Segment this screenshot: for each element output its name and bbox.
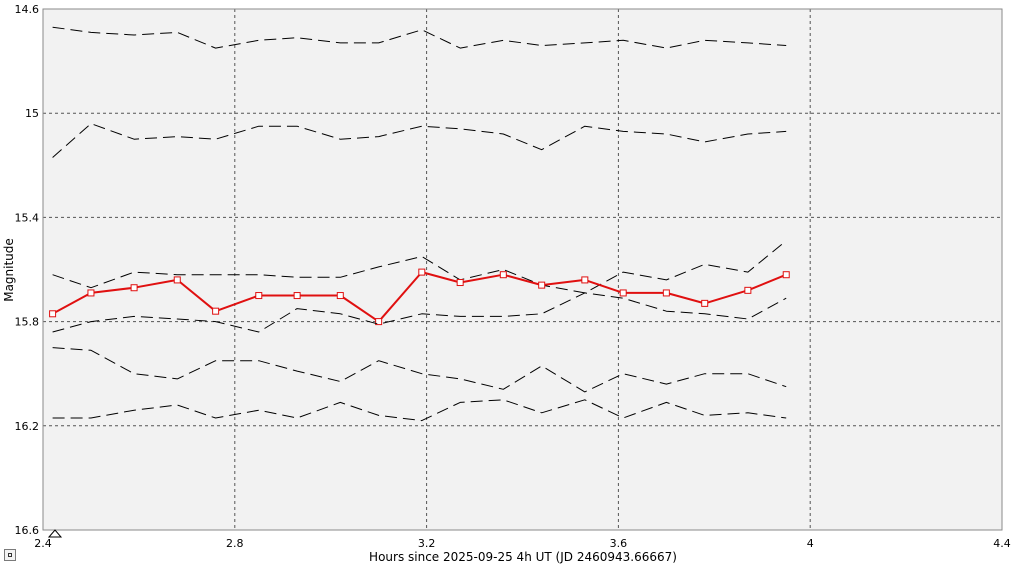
y-axis-label: Magnitude: [2, 238, 16, 302]
plot-area: [43, 9, 1002, 530]
x-tick-label: 4: [807, 537, 814, 550]
data-point: [87, 289, 95, 297]
data-point: [538, 281, 546, 289]
y-tick-label: 14.6: [15, 3, 40, 16]
data-point: [782, 271, 790, 279]
comparison-series-line: [52, 292, 787, 333]
data-point: [581, 276, 589, 284]
data-point: [662, 289, 670, 297]
data-point: [49, 310, 57, 318]
x-tick-label: 4.4: [993, 537, 1011, 550]
comparison-series-line: [52, 240, 787, 294]
plot-frame: [42, 8, 1003, 531]
data-point: [293, 292, 301, 300]
x-tick-label: 2.8: [226, 537, 244, 550]
y-tick-label: 15.8: [15, 316, 40, 329]
data-point: [336, 292, 344, 300]
x-tick-label: 3.2: [418, 537, 436, 550]
y-tick-label: 16.2: [15, 420, 40, 433]
grid-lines: [43, 9, 1002, 530]
data-point: [173, 276, 181, 284]
tick-labels: 2.4 2.8 3.2 3.6 4 4.4 14.6 15 15.4 15.8 16.2 16.6: [15, 3, 1011, 550]
x-tick-label: 3.6: [610, 537, 628, 550]
data-point: [744, 286, 752, 294]
y-tick-label: 15.4: [15, 211, 40, 224]
y-tick-label: 16.6: [15, 524, 40, 537]
data-point: [130, 284, 138, 292]
data-point: [701, 299, 709, 307]
data-point: [418, 268, 426, 276]
y-tick-label: 15: [25, 107, 39, 120]
origin-marker-icon: [47, 529, 63, 538]
data-point: [456, 279, 464, 287]
data-point: [499, 271, 507, 279]
plot-background: [43, 9, 1002, 530]
data-point: [255, 292, 263, 300]
x-axis-label: Hours since 2025-09-25 4h UT (JD 2460943…: [369, 550, 677, 564]
plot-border: [42, 8, 1003, 531]
series-layer: [49, 26, 790, 422]
comparison-series-line: [52, 399, 787, 422]
data-point: [375, 318, 383, 326]
comparison-series-line: [52, 347, 787, 393]
data-point: [619, 289, 627, 297]
toggle-options-button[interactable]: [4, 549, 16, 561]
data-point: [212, 307, 220, 315]
x-tick-label: 2.4: [34, 537, 52, 550]
